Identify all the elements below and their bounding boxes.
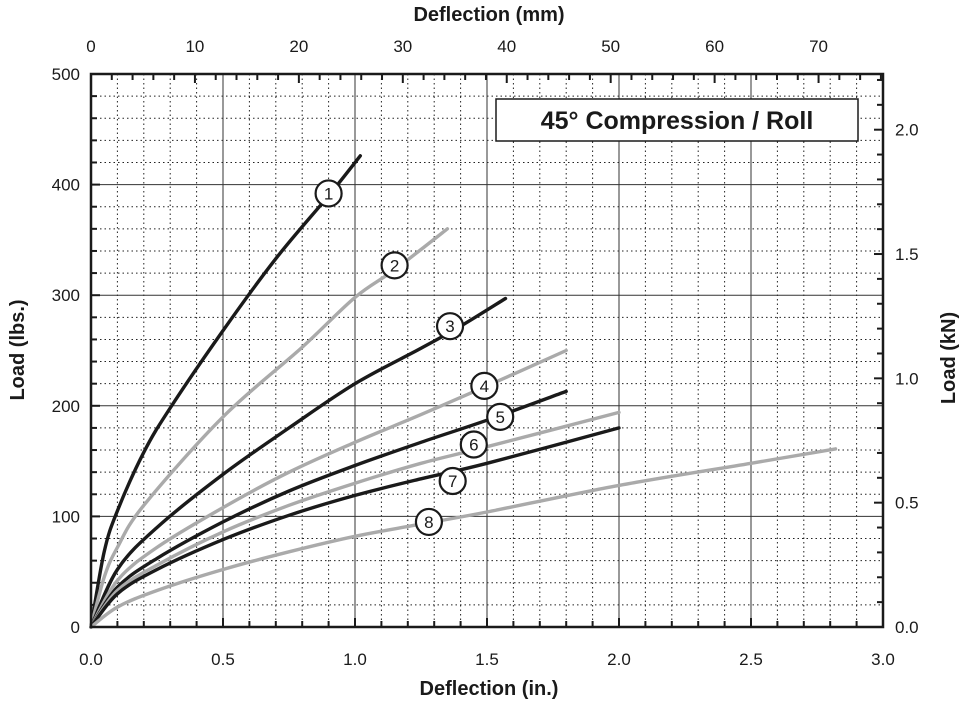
major-grid: [91, 74, 883, 627]
series-marker-1: [314, 179, 343, 208]
x-tick-label: 3.0: [871, 650, 895, 669]
series-marker-label-1: 1: [324, 184, 333, 203]
y-axis-title: Load (lbs.): [7, 299, 29, 400]
series-marker-label-4: 4: [480, 377, 489, 396]
y2-tick-label: 1.5: [895, 245, 919, 264]
y-tick-label: 200: [52, 397, 80, 416]
series-line-7: [89, 426, 621, 629]
x-axis-title: Deflection (in.): [420, 678, 559, 700]
x-tick-label: 1.5: [475, 650, 499, 669]
y-tick-label: 100: [52, 507, 80, 526]
series-marker-label-6: 6: [469, 436, 478, 455]
x-tick-label: 2.0: [607, 650, 631, 669]
y-tick-label: 0: [71, 618, 80, 637]
x-tick-label: 0.5: [211, 650, 235, 669]
series-line-3: [89, 296, 508, 629]
x2-tick-label: 40: [497, 37, 516, 56]
tick-labels: 0.0 0.5 1.0 1.5 2.0 2.5 3.0 0 10 20 30 40 50 60 70 0 100…: [52, 37, 919, 669]
series-marker-5: [486, 402, 515, 431]
x-tick-label: 1.0: [343, 650, 367, 669]
series-marker-label-5: 5: [495, 408, 504, 427]
x2-tick-label: 60: [705, 37, 724, 56]
chart-title: 45° Compression / Roll: [541, 107, 814, 135]
x2-tick-label: 10: [185, 37, 204, 56]
series-marker-7: [438, 466, 467, 496]
series-line-1: [89, 154, 362, 629]
series-marker-label-2: 2: [390, 256, 399, 275]
x2-tick-label: 50: [601, 37, 620, 56]
y2-tick-label: 0.5: [895, 494, 919, 513]
y2-axis-title: Load (kN): [938, 312, 960, 404]
x-tick-label: 2.5: [739, 650, 763, 669]
y2-tick-label: 0.0: [895, 618, 919, 637]
y2-tick-label: 1.0: [895, 369, 919, 388]
x-tick-label: 0.0: [79, 650, 103, 669]
series-marker-3: [435, 312, 465, 341]
x2-tick-label: 20: [289, 37, 308, 56]
series-marker-4: [470, 371, 499, 400]
x2-axis-title: Deflection (mm): [413, 4, 564, 26]
series-line-5: [89, 389, 568, 629]
series-marker-label-8: 8: [424, 513, 433, 532]
series-layer: [89, 154, 838, 629]
series-marker-2: [380, 251, 409, 280]
series-marker-label-7: 7: [448, 472, 457, 491]
y2-tick-label: 2.0: [895, 121, 919, 140]
x2-tick-label: 0: [86, 37, 95, 56]
plot-frame: [89, 72, 885, 629]
y-tick-label: 300: [52, 286, 80, 305]
series-marker-label-3: 3: [445, 317, 454, 336]
chart-title-box: 45° Compression / Roll: [495, 98, 859, 142]
chart-title-frame: [495, 98, 859, 142]
y-tick-label: 400: [52, 176, 80, 195]
series-line-8: [89, 447, 838, 629]
series-marker-8: [414, 507, 444, 537]
y-tick-label: 500: [52, 65, 80, 84]
series-line-2: [89, 227, 450, 629]
x2-tick-label: 30: [393, 37, 412, 56]
series-marker-6: [459, 430, 488, 459]
x2-tick-label: 70: [809, 37, 828, 56]
